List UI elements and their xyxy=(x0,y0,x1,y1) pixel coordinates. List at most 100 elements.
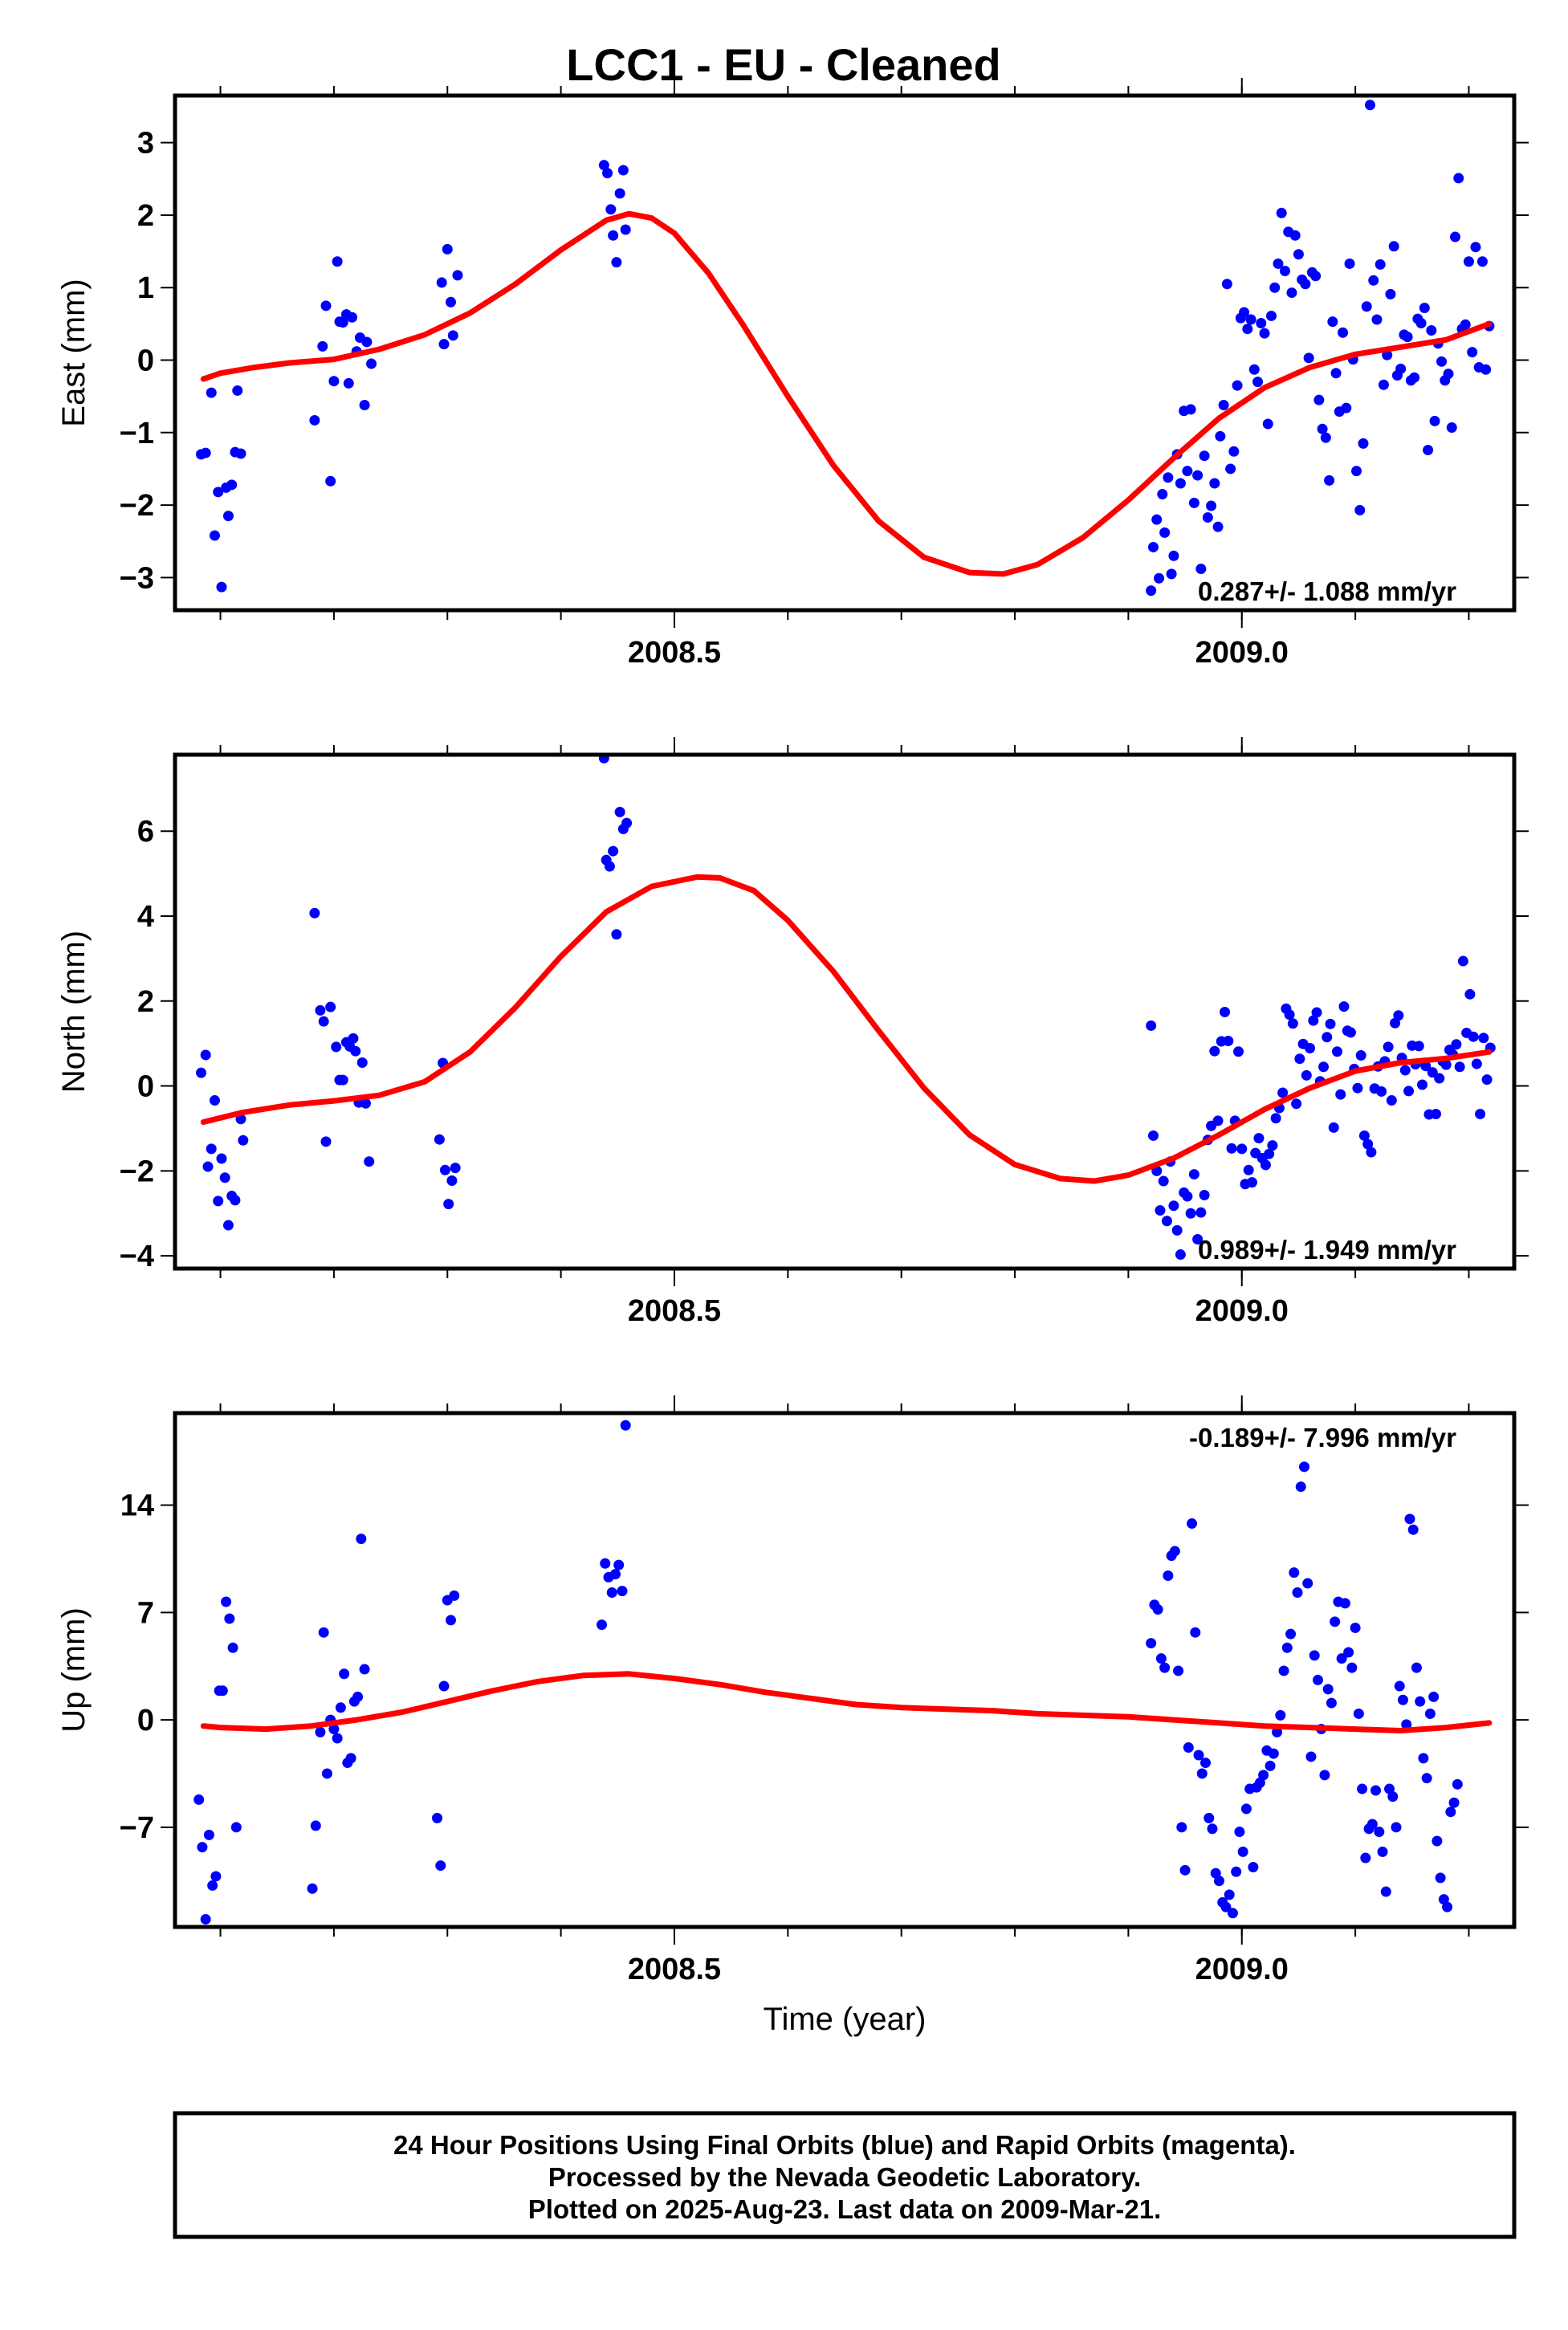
panel-2-data-point xyxy=(1185,1208,1196,1219)
panel-1-y-axis-label: East (mm) xyxy=(56,279,92,426)
panel-2-data-point xyxy=(608,845,619,857)
panel-1-data-point xyxy=(445,296,456,308)
panel-1-data-point xyxy=(1320,432,1331,443)
panel-3-data-point xyxy=(1432,1835,1443,1847)
panel-3-data-point xyxy=(1292,1587,1303,1599)
panel-2-data-point xyxy=(1291,1098,1302,1110)
panel-2-data-point xyxy=(1188,1169,1199,1180)
panel-1-data-point xyxy=(361,336,373,348)
footer-line-2: Processed by the Nevada Geodetic Laborat… xyxy=(548,2162,1141,2192)
panel-2-y-tick-label: −4 xyxy=(120,1240,154,1273)
panel-3-data-point xyxy=(307,1883,318,1894)
panel-1-data-point xyxy=(1289,230,1301,241)
panel-1-data-point xyxy=(1313,394,1325,405)
panel-2-data-point xyxy=(1481,1074,1493,1086)
panel-3-data-point xyxy=(606,1587,617,1599)
panel-1-data-point xyxy=(1248,364,1260,375)
panel-1-data-point xyxy=(1310,271,1322,282)
panel-3-data-point xyxy=(1155,1653,1167,1664)
panel-1-data-point xyxy=(1415,317,1427,328)
panel-2-data-point xyxy=(1331,1046,1342,1057)
panel-3-data-point xyxy=(359,1664,370,1675)
panel-1-data-point xyxy=(1279,265,1290,276)
panel-1-data-point xyxy=(1159,527,1171,538)
panel-2-data-point xyxy=(621,817,633,829)
panel-2-data-point xyxy=(1328,1122,1339,1133)
panel-1-data-point xyxy=(1446,422,1457,433)
panel-1-data-point xyxy=(602,168,613,179)
panel-3-data-point xyxy=(596,1619,607,1631)
panel-3: 2008.5 2009.0 −7 0 7 14 Up (mm) -0.189+/- 7.996… xyxy=(56,1395,1529,1986)
panel-1-data-point xyxy=(1378,379,1389,390)
panel-1-data-point xyxy=(598,160,609,171)
panel-2-data-point xyxy=(350,1045,361,1057)
panel-1-data-point xyxy=(1185,404,1196,415)
panel-1-data-point xyxy=(1195,564,1207,575)
panel-3-data-point xyxy=(1424,1708,1436,1719)
panel-2-data-point xyxy=(1192,1234,1203,1245)
panel-1-data-point xyxy=(347,312,358,323)
panel-2-data-point xyxy=(1147,1130,1159,1141)
panel-3-data-point xyxy=(1336,1653,1347,1664)
panel-2-data-point xyxy=(360,1098,371,1109)
panel-3-data-point xyxy=(1387,1791,1399,1802)
panel-2-data-point xyxy=(337,1074,348,1086)
panel-3-data-point xyxy=(1370,1785,1382,1796)
panel-1-data-point xyxy=(1354,504,1366,515)
panel-2-data-point xyxy=(1322,1032,1333,1043)
panel-2-data-point xyxy=(1253,1133,1265,1144)
panel-2-data-point xyxy=(1155,1205,1166,1216)
panel-1-data-point xyxy=(1192,470,1203,481)
panel-2-data-point xyxy=(1195,1207,1207,1218)
panel-1-data-point xyxy=(1409,372,1420,383)
panel-1-data-point xyxy=(1286,287,1297,299)
panel-1-data-point xyxy=(320,300,332,312)
panel-2-data-point xyxy=(1287,1018,1298,1029)
panel-1-data-point xyxy=(1228,446,1240,457)
panel-1-data-point xyxy=(1375,259,1386,270)
panel-3-data-point xyxy=(1200,1758,1212,1769)
panel-1-data-point xyxy=(332,256,343,267)
panel-3-data-point xyxy=(1285,1628,1297,1640)
panel-2-data-point xyxy=(1311,1007,1322,1018)
panel-1-data-point xyxy=(1426,325,1437,336)
panel-1-y-tick-label: −1 xyxy=(120,417,154,450)
panel-2-rate-label: 0.989+/- 1.949 mm/yr xyxy=(1198,1235,1456,1265)
panel-1-data-point xyxy=(1470,242,1481,253)
panel-2-data-point xyxy=(1440,1059,1452,1070)
panel-2-data-point xyxy=(1182,1191,1193,1202)
panel-1-data-point xyxy=(1175,478,1186,489)
panel-2-data-point xyxy=(1168,1200,1179,1212)
panel-3-data-point xyxy=(200,1913,211,1925)
panel-3-data-point xyxy=(356,1534,367,1545)
panel-1-data-point xyxy=(309,414,320,426)
panel-2-data-point xyxy=(1260,1159,1271,1171)
panel-3-data-point xyxy=(1275,1709,1286,1721)
panel-2-data-point xyxy=(325,1001,336,1012)
panel-2-data-point xyxy=(1358,1130,1370,1141)
panel-2-data-point xyxy=(235,1114,246,1125)
panel-3-y-tick-label: −7 xyxy=(120,1811,154,1845)
panel-3-y-axis-label: Up (mm) xyxy=(56,1607,92,1733)
panel-1-data-point xyxy=(1221,279,1232,290)
panel-1-data-point xyxy=(1273,258,1284,269)
panel-1-y-tick-label: −2 xyxy=(120,489,154,523)
panel-1-data-point xyxy=(1327,316,1338,328)
panel-3-data-point xyxy=(620,1420,631,1431)
panel-3-data-point xyxy=(1366,1819,1378,1830)
panel-3-rate-label: -0.189+/- 7.996 mm/yr xyxy=(1189,1423,1456,1452)
panel-3-data-point xyxy=(1258,1770,1269,1781)
panel-1-data-point xyxy=(328,376,340,387)
panel-1-data-point xyxy=(317,340,328,352)
panel-3-data-point xyxy=(203,1829,214,1840)
panel-3-data-point xyxy=(435,1860,446,1872)
panel-3-data-point xyxy=(613,1559,625,1570)
panel-1-data-point xyxy=(1324,475,1335,486)
panel-1-data-point xyxy=(438,339,450,350)
panel-2-data-point xyxy=(200,1049,211,1061)
panel-1-data-point xyxy=(1338,327,1349,338)
panel-3-data-point xyxy=(1183,1741,1194,1753)
panel-3-data-point xyxy=(1224,1889,1235,1900)
panel-1-data-point xyxy=(1218,400,1229,411)
panel-1-data-point xyxy=(1317,423,1328,434)
